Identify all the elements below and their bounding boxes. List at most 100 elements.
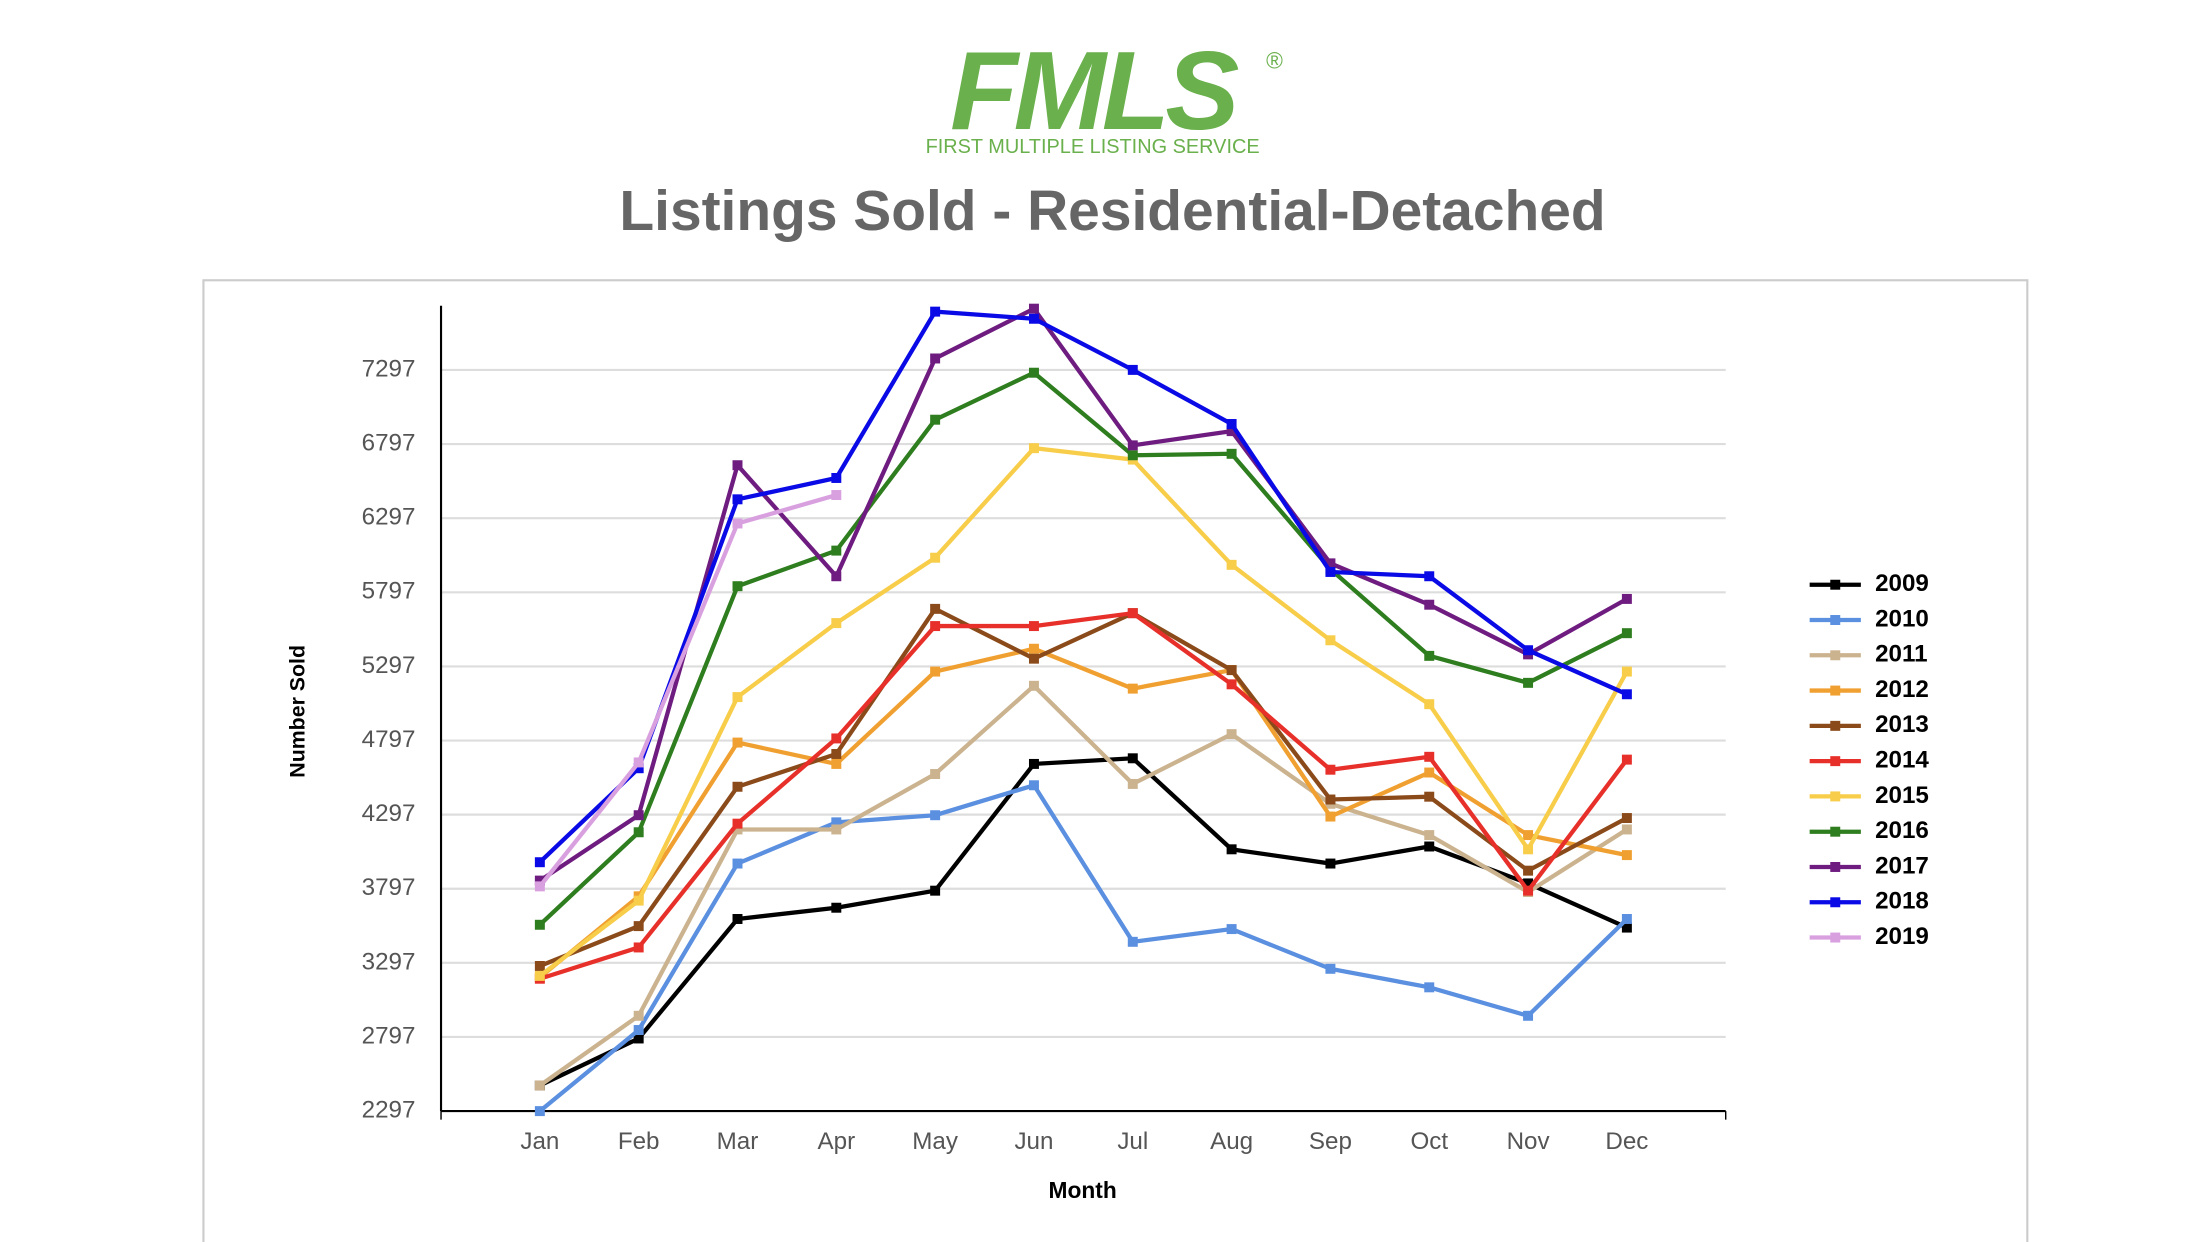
point (1621, 593, 1632, 604)
point (1226, 426, 1237, 437)
point (1028, 780, 1039, 791)
point (1621, 914, 1632, 924)
point (831, 545, 842, 556)
point (732, 914, 743, 924)
point (633, 1010, 644, 1021)
point (1226, 844, 1237, 855)
point (1127, 450, 1138, 461)
legend-label: 2010 (1875, 605, 1929, 632)
point (732, 858, 743, 869)
point (1127, 440, 1138, 451)
y-tick-label: 2297 (362, 1097, 416, 1124)
point (633, 1033, 644, 1044)
legend-label: 2015 (1875, 782, 1929, 809)
point (831, 817, 842, 828)
legend-label: 2009 (1875, 570, 1929, 597)
point (1028, 653, 1039, 664)
legend-marker (1830, 720, 1841, 731)
x-tick-label: Jan (520, 1128, 559, 1155)
point (1621, 922, 1632, 933)
y-tick-label: 3797 (362, 874, 416, 901)
point (732, 460, 743, 471)
y-tick-label: 5297 (362, 652, 416, 679)
point (1226, 419, 1237, 429)
legend-label: 2019 (1875, 923, 1929, 950)
point (930, 621, 941, 632)
series-line (538, 445, 1629, 978)
point (831, 490, 842, 500)
point (930, 769, 941, 779)
series-line (539, 606, 1628, 968)
point (930, 353, 941, 364)
point (1226, 729, 1237, 740)
logo-mark: ® (1266, 48, 1283, 74)
legend-label: 2017 (1875, 852, 1929, 879)
y-tick-label: 2797 (362, 1022, 416, 1049)
legend-label: 2018 (1875, 888, 1929, 915)
x-tick-label: Apr (818, 1128, 856, 1155)
point (1621, 666, 1632, 677)
point (534, 1106, 545, 1117)
point (732, 781, 743, 792)
point (1621, 824, 1632, 835)
point (1523, 865, 1534, 876)
point (831, 749, 842, 759)
point (1028, 313, 1039, 324)
point (930, 666, 941, 677)
series-line (538, 305, 1628, 883)
legend-label: 2014 (1875, 747, 1929, 774)
logo: FMLS (950, 29, 1238, 153)
x-tick-label: Sep (1309, 1128, 1352, 1155)
series-line (539, 610, 1629, 981)
series-line (538, 682, 1629, 1088)
legend-marker (1830, 685, 1841, 696)
point (1424, 751, 1435, 762)
legend-label: 2016 (1875, 817, 1929, 844)
legend-label: 2011 (1875, 641, 1927, 668)
point (1325, 635, 1336, 646)
point (1523, 645, 1534, 656)
point (1424, 830, 1435, 841)
point (732, 824, 743, 835)
y-tick-label: 6797 (362, 429, 416, 456)
point (1028, 758, 1039, 769)
series-line (538, 646, 1628, 980)
point (1621, 850, 1632, 861)
x-tick-label: Mar (717, 1128, 759, 1155)
point (534, 881, 545, 892)
legend-label: 2013 (1875, 711, 1929, 738)
point (633, 827, 644, 838)
point (732, 581, 743, 592)
legend-marker (1830, 897, 1841, 908)
point (1226, 448, 1237, 459)
point (732, 692, 743, 703)
legend-marker (1830, 862, 1841, 872)
x-tick-label: Dec (1605, 1128, 1648, 1155)
x-tick-label: Oct (1410, 1128, 1448, 1155)
point (831, 733, 842, 744)
point (633, 895, 644, 906)
point (930, 414, 941, 425)
point (633, 942, 644, 953)
point (534, 857, 545, 868)
point (1424, 982, 1435, 993)
point (1127, 936, 1138, 947)
point (930, 603, 941, 614)
point (633, 757, 644, 768)
chart-panel (202, 279, 2029, 1242)
point (1621, 813, 1632, 824)
point (1424, 599, 1435, 610)
chart-title: Listings Sold - Residential-Detached (619, 179, 1605, 243)
point (1226, 924, 1237, 935)
point (633, 810, 644, 821)
point (1424, 571, 1435, 582)
point (534, 961, 545, 971)
point (1028, 643, 1039, 654)
legend-marker (1830, 615, 1841, 625)
point (1424, 767, 1435, 778)
x-tick-label: Aug (1210, 1128, 1253, 1155)
point (1226, 665, 1237, 676)
point (831, 618, 842, 629)
point (831, 902, 842, 913)
legend-marker (1830, 579, 1841, 590)
